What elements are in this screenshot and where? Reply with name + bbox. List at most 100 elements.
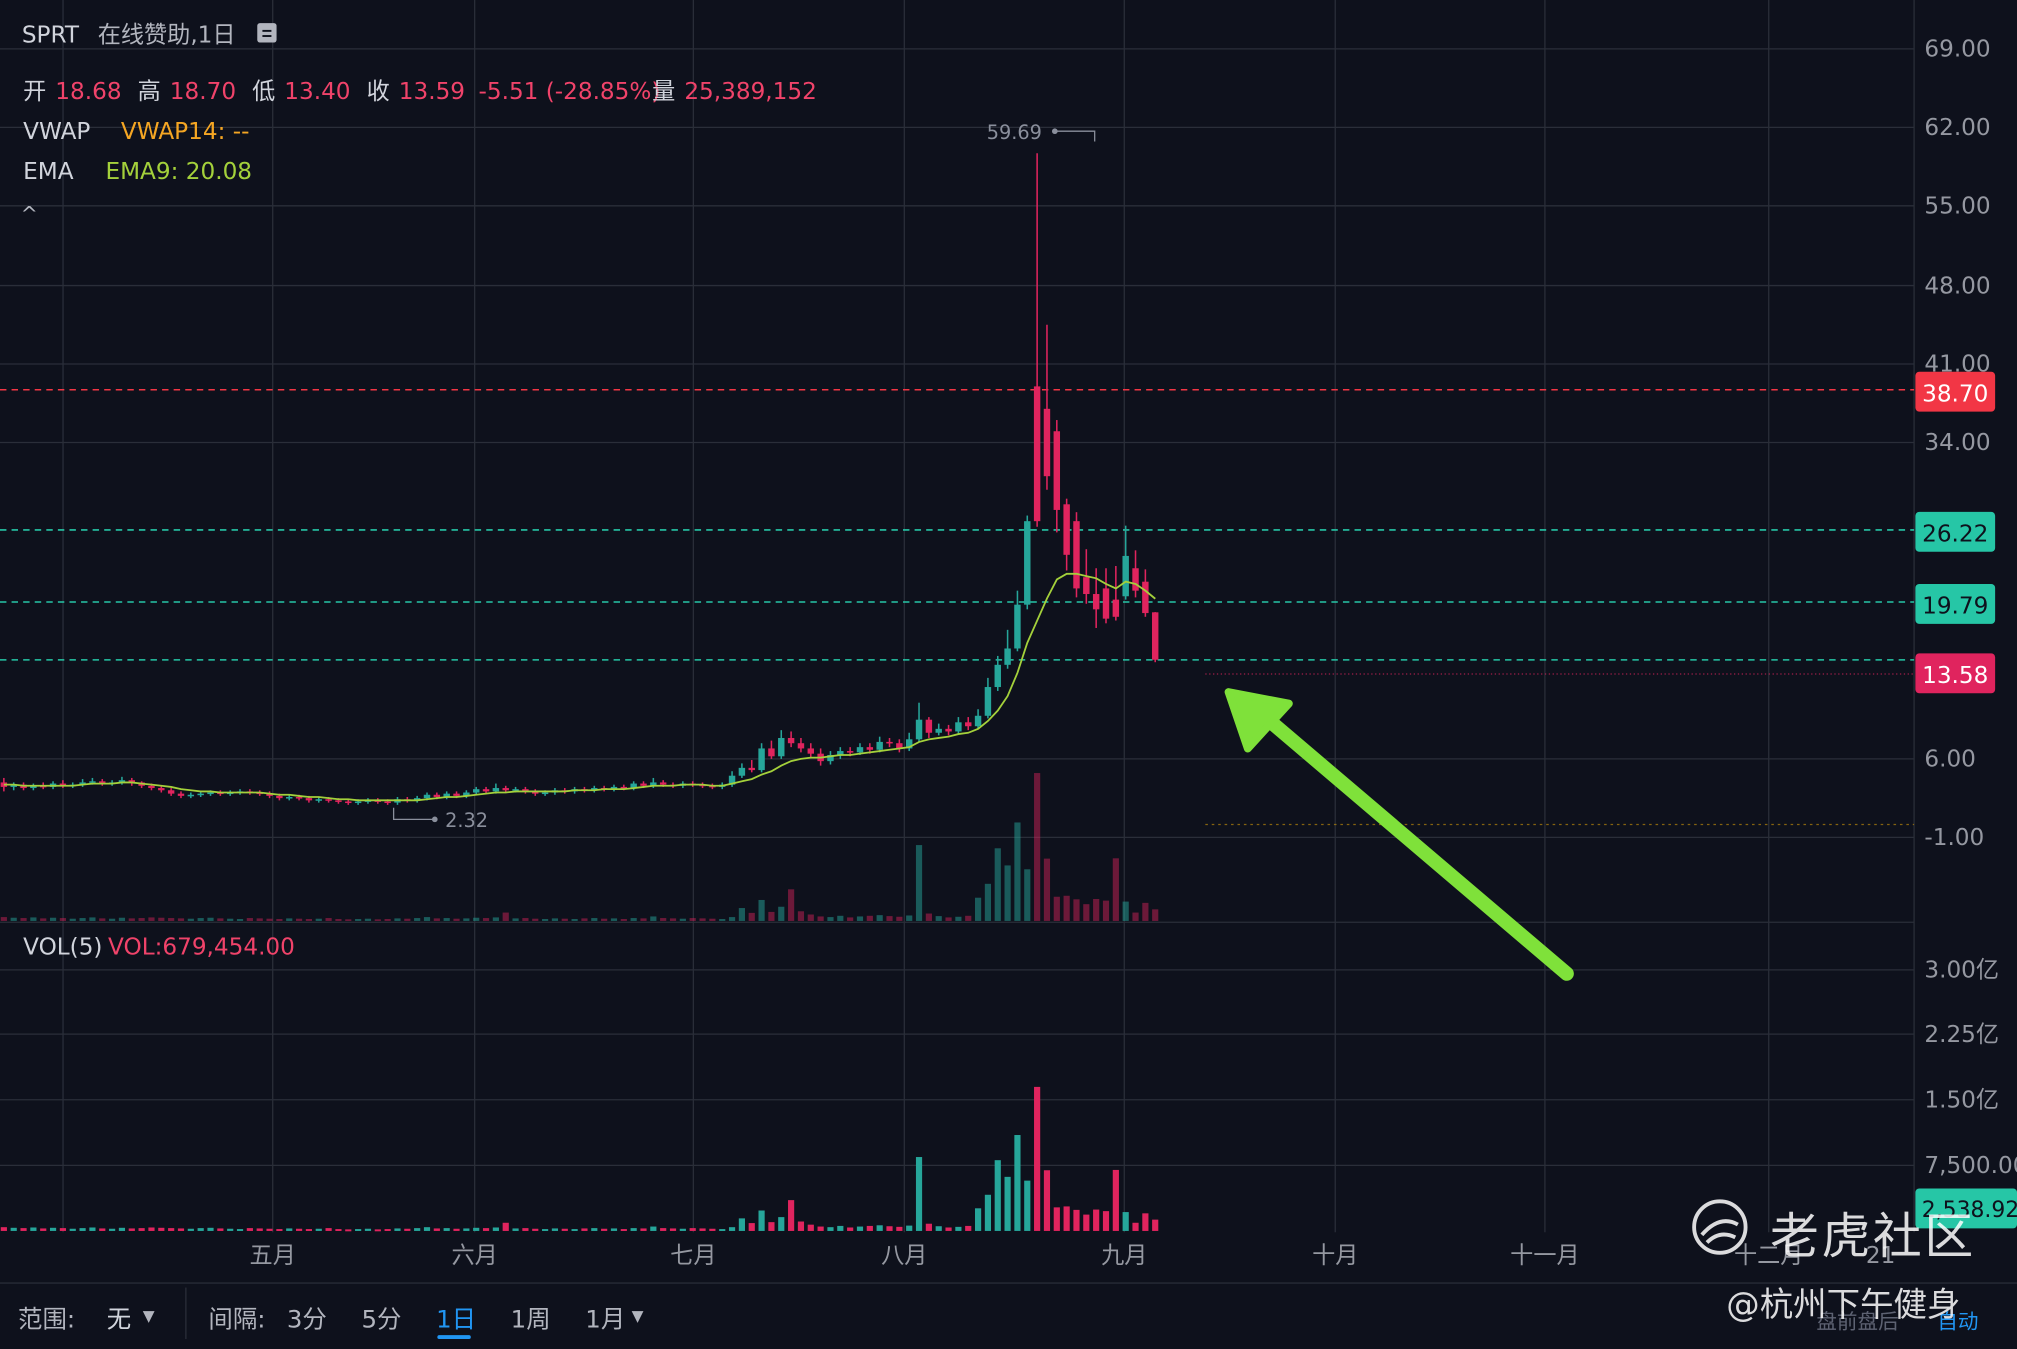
volume-bar [1102, 1211, 1110, 1231]
candle-body [1073, 521, 1080, 589]
overlay-volume-bar [69, 918, 76, 921]
volume-bar [20, 1228, 27, 1231]
volume-bar [414, 1228, 421, 1231]
time-tick-label: 十二月 [1734, 1243, 1803, 1269]
overlay-volume-bar [374, 919, 381, 921]
overlay-volume-bar [168, 918, 175, 921]
overlay-volume-bar [1083, 904, 1090, 921]
overlay-volume-bar [610, 918, 618, 921]
candle-body [591, 788, 598, 791]
candle-body [768, 748, 775, 757]
price-tag-label: 19.79 [1922, 594, 1988, 620]
price-tick-label: 55.00 [1924, 194, 1990, 220]
volume-bar [99, 1228, 106, 1231]
overlay-volume-bar [522, 918, 529, 921]
vol-legend-label[interactable]: VOL(5) [23, 934, 102, 960]
overlay-volume-bar [1034, 773, 1041, 921]
vol-legend-value: VOL:679,454.00 [108, 934, 295, 960]
candle-body [620, 786, 628, 789]
open-value: 18.68 [55, 79, 121, 105]
volume-bar [492, 1227, 499, 1231]
auto-scale-toggle[interactable]: 自动 [1937, 1309, 1979, 1334]
volume-bar [1034, 1086, 1041, 1231]
overlay-volume-bar [492, 917, 499, 921]
candle-body [797, 743, 805, 749]
overlay-volume-bar [876, 915, 883, 921]
overlay-volume-bar [1132, 912, 1139, 921]
candle-body [945, 728, 952, 732]
range-dropdown[interactable]: 无 [106, 1305, 132, 1334]
candle-body [1043, 408, 1051, 477]
interval-1day[interactable]: 1日 [436, 1305, 477, 1334]
volume-bar [158, 1227, 165, 1231]
overlay-volume-bar [669, 918, 677, 921]
candle-body [423, 794, 431, 799]
price-tag-label: 26.22 [1922, 522, 1988, 548]
candle-body [778, 737, 785, 757]
ema-label[interactable]: EMA [23, 159, 74, 185]
volume-bar [591, 1228, 598, 1231]
candle-body [305, 798, 313, 801]
volume-tag-box [1915, 1188, 2017, 1229]
candle-body [345, 801, 352, 804]
candle-body [1092, 594, 1100, 610]
candle-body [128, 780, 136, 783]
interval-3min[interactable]: 3分 [286, 1305, 327, 1334]
price-tick-label: 62.00 [1924, 115, 1990, 141]
overlay-volume-bar [1073, 899, 1080, 921]
interval-5min[interactable]: 5分 [361, 1305, 402, 1334]
candle-body [158, 788, 165, 791]
volume-bar [561, 1228, 568, 1231]
extended-hours-toggle[interactable]: 盘前盘后 [1816, 1309, 1899, 1334]
symbol-label[interactable]: SPRT [22, 22, 80, 48]
overlay-volume-bar [256, 918, 263, 921]
overlay-volume-bar [886, 916, 893, 921]
interval-1week[interactable]: 1周 [510, 1305, 551, 1334]
volume-bar [856, 1226, 864, 1231]
candle-body [99, 781, 106, 784]
overlay-volume-bar [394, 918, 401, 921]
overlay-volume-bar [1043, 858, 1051, 921]
overlay-volume-bar [40, 918, 47, 921]
volume-bar [197, 1228, 204, 1231]
collapse-legend-icon[interactable]: ^ [21, 202, 38, 226]
overlay-volume-bar [945, 917, 952, 921]
volume-bar [788, 1200, 795, 1231]
candle-body [541, 792, 549, 795]
overlay-volume-bar [935, 916, 942, 921]
range-dropdown-chevron-icon[interactable]: ▼ [142, 1306, 155, 1325]
overlay-volume-bar [679, 918, 686, 921]
volume-bar [335, 1229, 342, 1231]
volume-bar [797, 1221, 805, 1231]
overlay-volume-bar [276, 919, 283, 921]
volume-bar [394, 1228, 401, 1231]
volume-bar [630, 1228, 637, 1231]
volume-tick-label: 2.25亿 [1924, 1022, 1999, 1048]
overlay-volume-bar [20, 918, 27, 921]
volume-bar [482, 1228, 490, 1231]
vwap-label[interactable]: VWAP [23, 119, 90, 145]
overlay-volume-bar [10, 917, 17, 921]
overlay-volume-bar [807, 914, 814, 921]
overlay-volume-bar [1004, 865, 1011, 921]
info-icon[interactable] [257, 23, 277, 43]
overlay-volume-bar [1063, 895, 1070, 921]
volume-bar [0, 1227, 7, 1231]
time-axis[interactable]: 五月 六月 七月 八月 九月 十月 十一月 十二月 21 [250, 1243, 1896, 1269]
price-tag-box [1915, 371, 1996, 412]
candle-body [286, 797, 293, 799]
price-tag-label: 38.70 [1922, 381, 1988, 407]
volume-bar [325, 1228, 332, 1231]
overlay-volume-bar [650, 916, 657, 921]
overlay-volume-bar [660, 918, 667, 921]
price-tag-box [1915, 511, 1996, 552]
volume-value: 25,389,152 [684, 79, 817, 105]
interval-1month[interactable]: 1月 [585, 1305, 626, 1334]
overlay-volume-bar [915, 845, 923, 921]
volume-axis[interactable]: 3.00亿 2.25亿 1.50亿 7,500.00 2,538.92 [1915, 958, 2017, 1229]
interval-dropdown-chevron-icon[interactable]: ▼ [631, 1306, 644, 1325]
volume-bar [40, 1228, 47, 1231]
volume-bar [551, 1228, 559, 1231]
